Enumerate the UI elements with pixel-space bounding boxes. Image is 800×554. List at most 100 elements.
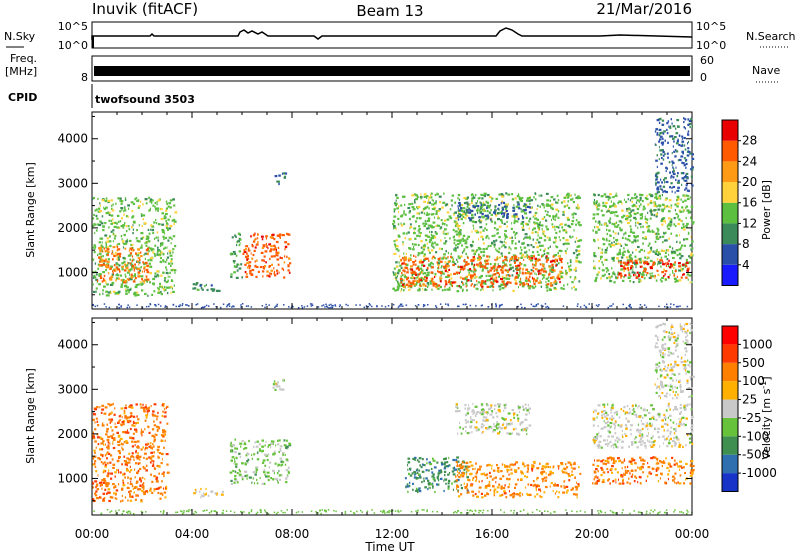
power-cell <box>648 242 651 245</box>
power-cell <box>537 204 539 207</box>
power-cell <box>239 238 242 241</box>
velocity-cell <box>194 488 197 491</box>
power-cell <box>443 256 446 259</box>
power-cell <box>505 274 508 277</box>
velocity-cell <box>421 458 424 461</box>
velocity-cell <box>161 452 164 456</box>
power-ground-cell <box>500 304 502 306</box>
power-cell <box>656 133 659 136</box>
velocity-cell <box>126 419 129 423</box>
power-cell <box>210 284 213 287</box>
power-cell <box>497 250 500 254</box>
power-cell <box>457 260 459 263</box>
power-cell <box>546 236 549 239</box>
power-cell <box>435 284 437 287</box>
power-cell <box>691 184 694 187</box>
power-cell <box>672 263 675 266</box>
power-cell <box>674 191 676 194</box>
velocity-cell <box>455 468 458 471</box>
power-cell <box>474 276 476 279</box>
velocity-cell <box>123 421 125 424</box>
power-cell <box>422 288 424 291</box>
power-cell <box>575 249 578 252</box>
power-cell <box>464 277 467 280</box>
power-cell <box>616 214 619 218</box>
velocity-cell <box>114 475 116 478</box>
power-cell <box>573 229 575 232</box>
power-cell <box>482 248 486 251</box>
power-cell <box>509 236 512 240</box>
power-cell <box>434 241 436 244</box>
velocity-cell <box>240 445 242 448</box>
velocity-cell <box>234 460 236 463</box>
velocity-cell <box>124 463 128 466</box>
velocity-cell <box>101 408 105 411</box>
power-cell <box>514 256 518 259</box>
power-cell <box>526 270 530 274</box>
power-cell <box>685 172 689 175</box>
power-cell <box>403 222 406 225</box>
power-ground-cell <box>309 303 312 305</box>
power-cell <box>575 212 577 216</box>
velocity-cell <box>110 472 113 475</box>
power-cell <box>112 270 114 273</box>
power-cell <box>677 172 679 175</box>
power-cell <box>105 294 108 297</box>
velocity-cell <box>274 388 277 391</box>
power-cell <box>235 235 237 238</box>
velocity-cell <box>273 472 275 475</box>
velocity-cell <box>261 449 264 452</box>
power-cell <box>150 228 152 231</box>
power-ground-cell <box>495 303 497 305</box>
velocity-cell <box>135 403 138 406</box>
power-cell <box>116 291 120 295</box>
power-cell <box>663 178 665 181</box>
velocity-region <box>404 456 469 494</box>
power-cell <box>655 279 658 282</box>
power-ground-cell <box>306 305 309 307</box>
power-cell <box>155 209 157 212</box>
power-cell <box>124 247 127 250</box>
power-cell <box>124 222 126 225</box>
power-cell <box>427 283 430 286</box>
power-cell <box>281 267 284 270</box>
power-cell <box>444 285 446 288</box>
power-cell <box>685 162 688 166</box>
power-cell <box>499 288 502 291</box>
velocity-cell <box>154 467 157 470</box>
velocity-cell <box>440 461 443 464</box>
power-cell <box>681 267 684 271</box>
power-cell <box>667 275 670 279</box>
power-cell <box>541 217 544 220</box>
velocity-cell <box>244 441 246 444</box>
power-cell <box>496 272 500 275</box>
power-cell <box>613 272 616 275</box>
power-cell <box>145 202 148 205</box>
power-cell <box>156 203 158 206</box>
power-cell <box>113 253 115 256</box>
power-ground-cell <box>673 303 675 306</box>
velocity-cell <box>272 478 275 481</box>
power-cell <box>216 289 219 293</box>
power-cell <box>140 213 143 216</box>
power-cell <box>276 272 279 275</box>
power-cell <box>246 258 248 261</box>
power-cell <box>689 125 691 129</box>
velocity-cell <box>439 477 443 480</box>
velocity-cell <box>281 388 284 391</box>
power-cell <box>646 230 650 233</box>
power-cell <box>473 285 475 288</box>
power-cell <box>441 206 444 209</box>
velocity-cell <box>109 461 112 464</box>
velocity-cell <box>544 465 548 469</box>
velocity-cell <box>451 470 455 473</box>
power-cell <box>651 265 654 268</box>
power-cell <box>487 214 489 217</box>
power-cell <box>605 258 608 261</box>
power-cell <box>93 244 96 247</box>
velocity-cell <box>277 481 279 484</box>
velocity-cell <box>92 481 94 484</box>
velocity-cell <box>94 480 98 483</box>
power-cell <box>437 259 441 262</box>
velocity-cell <box>409 467 412 470</box>
